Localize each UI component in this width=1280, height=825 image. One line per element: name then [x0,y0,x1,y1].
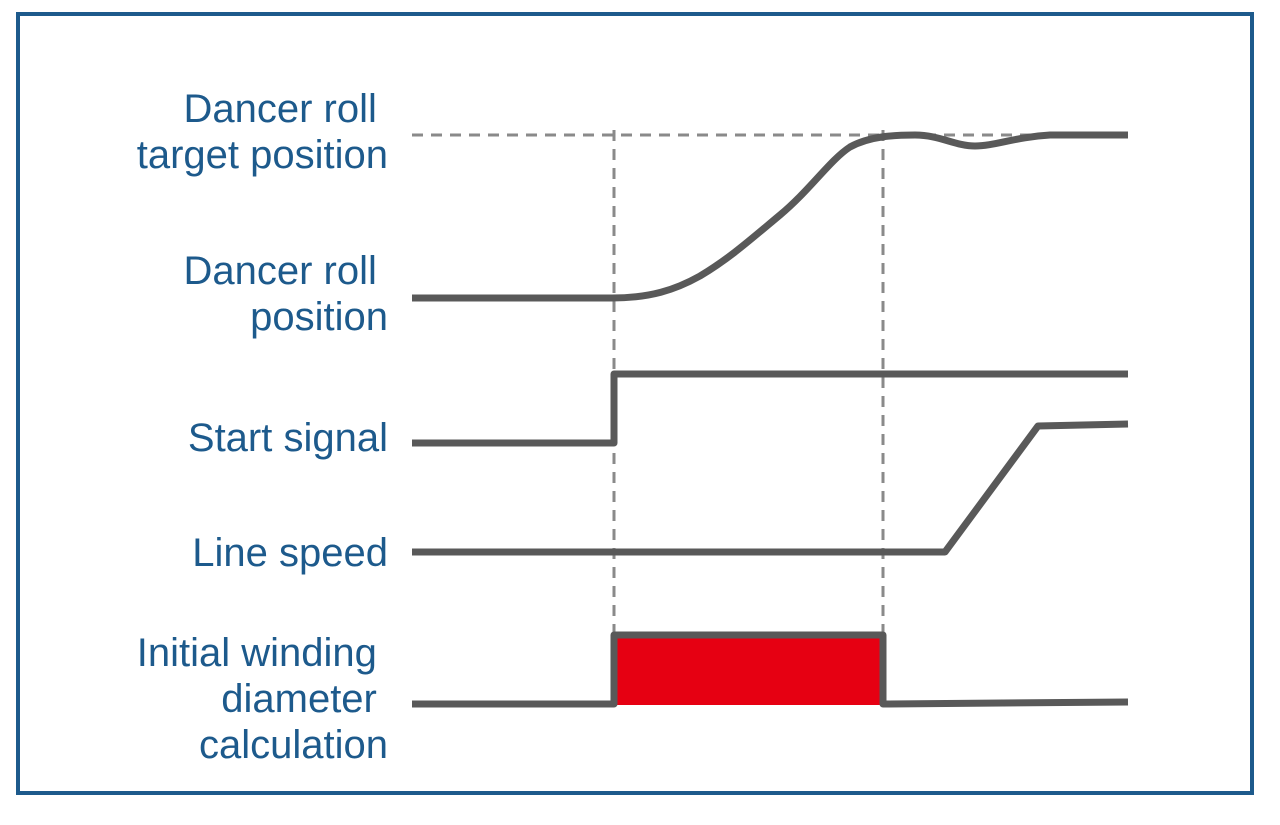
label-winding-calc: Initial winding diameter calculation [137,631,388,767]
label-line-speed: Line speed [192,531,388,575]
winding-calc-active-block [614,635,883,705]
line-speed-waveform [412,420,1129,556]
label-target-position: Dancer roll target position [137,87,388,177]
winding-calc-waveform [412,631,1129,708]
dancer-position-waveform [412,131,1128,302]
label-dancer-position: Dancer roll position [183,249,388,339]
label-start-signal: Start signal [188,416,388,460]
start-signal-waveform [412,370,1128,447]
